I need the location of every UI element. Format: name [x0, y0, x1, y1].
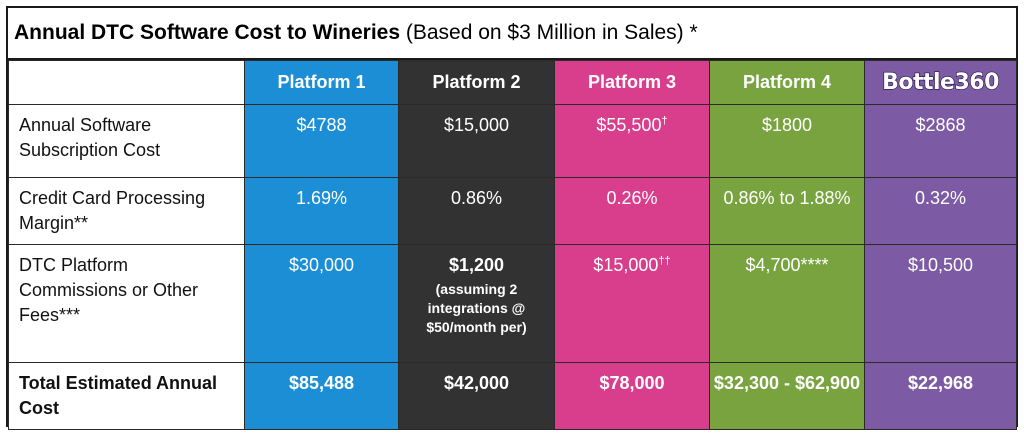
subscription-label: Annual Software Subscription Cost	[8, 104, 245, 178]
table-title-main: Annual DTC Software Cost to Wineries	[14, 21, 401, 44]
commissions-platform-3: $15,000††	[554, 244, 710, 363]
subscription-platform-2: $15,000	[398, 104, 555, 178]
header-platform-3: Platform 3	[554, 60, 710, 105]
subscription-platform-4: $1800	[709, 104, 865, 178]
total-bottle360: $22,968	[864, 362, 1017, 430]
processing-platform-2: 0.86%	[398, 177, 555, 245]
dagger-mark: †	[661, 115, 668, 127]
header-platform-1: Platform 1	[244, 60, 399, 105]
processing-platform-1: 1.69%	[244, 177, 399, 245]
commissions-platform-2: $1,200 (assuming 2 integrations @ $50/mon…	[398, 244, 555, 363]
subscription-platform-3: $55,500†	[554, 104, 710, 178]
processing-row: Credit Card Processing Margin** 1.69% 0.…	[8, 177, 1017, 245]
double-dagger-mark: ††	[658, 255, 671, 267]
total-platform-1: $85,488	[244, 362, 399, 430]
processing-platform-3: 0.26%	[554, 177, 710, 245]
subscription-platform-1: $4788	[244, 104, 399, 178]
commissions-row: DTC Platform Commissions or Other Fees**…	[8, 244, 1017, 363]
total-platform-4: $32,300 - $62,900	[709, 362, 865, 430]
processing-label: Credit Card Processing Margin**	[8, 177, 245, 245]
bottle360-logo: Bottle360	[881, 69, 1000, 95]
table-title: Annual DTC Software Cost to Wineries (Ba…	[8, 8, 1016, 60]
header-platform-2: Platform 2	[398, 60, 555, 105]
commissions-platform-4: $4,700****	[709, 244, 865, 363]
commissions-platform-2-value: $1,200	[448, 255, 505, 275]
subscription-row: Annual Software Subscription Cost $4788 …	[8, 104, 1017, 178]
header-empty-cell	[8, 60, 245, 105]
commissions-platform-3-value: $15,000	[593, 255, 659, 275]
header-platform-4: Platform 4	[709, 60, 865, 105]
commissions-label: DTC Platform Commissions or Other Fees**…	[8, 244, 245, 363]
total-platform-3: $78,000	[554, 362, 710, 430]
comparison-grid: Platform 1 Platform 2 Platform 3 Platfor…	[8, 60, 1017, 430]
total-row: Total Estimated Annual Cost $85,488 $42,…	[8, 362, 1017, 430]
commissions-platform-1: $30,000	[244, 244, 399, 363]
subscription-bottle360: $2868	[864, 104, 1017, 178]
commissions-platform-2-note: (assuming 2 integrations @ $50/month per…	[426, 281, 527, 335]
processing-bottle360: 0.32%	[864, 177, 1017, 245]
processing-platform-4: 0.86% to 1.88%	[709, 177, 865, 245]
cost-comparison-table: Annual DTC Software Cost to Wineries (Ba…	[6, 6, 1018, 430]
total-platform-2: $42,000	[398, 362, 555, 430]
commissions-bottle360: $10,500	[864, 244, 1017, 363]
header-row: Platform 1 Platform 2 Platform 3 Platfor…	[8, 60, 1017, 105]
header-bottle360: Bottle360	[864, 60, 1017, 105]
table-title-subtitle: (Based on $3 Million in Sales) *	[400, 21, 698, 44]
total-label: Total Estimated Annual Cost	[8, 362, 245, 430]
subscription-platform-3-value: $55,500	[596, 115, 662, 135]
